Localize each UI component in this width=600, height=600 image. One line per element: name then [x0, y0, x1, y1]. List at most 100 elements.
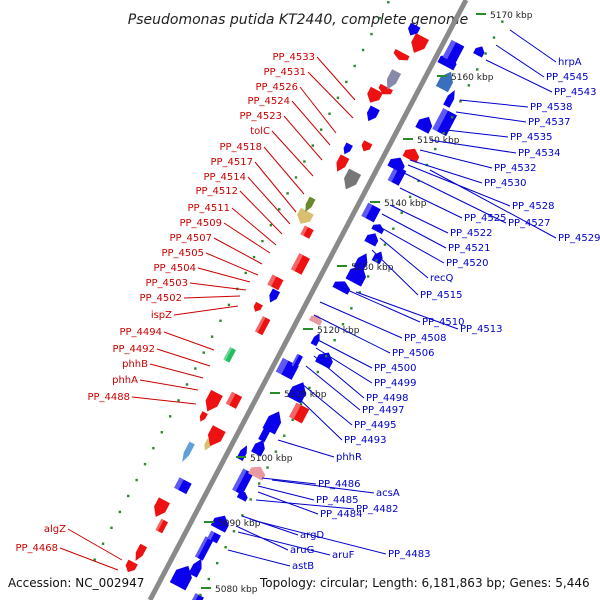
- track-dot: [484, 52, 487, 55]
- track-dot: [241, 514, 244, 517]
- track-dot: [194, 367, 197, 370]
- track-dot: [93, 558, 96, 561]
- gene-label-left[interactable]: PP_4488: [87, 392, 130, 403]
- gene-label-right[interactable]: PP_4532: [494, 163, 537, 174]
- gene-label-right[interactable]: PP_4508: [404, 333, 447, 344]
- gene-feature: [267, 274, 284, 291]
- gene-label-right[interactable]: aruF: [332, 550, 355, 561]
- gene-label-left[interactable]: PP_4518: [219, 142, 262, 153]
- label-leader: [371, 249, 419, 296]
- gene-feature: [393, 49, 410, 61]
- gene-feature: [378, 83, 393, 95]
- gene-label-right[interactable]: PP_4522: [450, 228, 493, 239]
- gene-label-right[interactable]: phhR: [336, 452, 362, 463]
- gene-label-right[interactable]: PP_4528: [512, 201, 555, 212]
- gene-label-right[interactable]: PP_4485: [316, 495, 359, 506]
- gene-label-right[interactable]: acsA: [376, 488, 400, 499]
- gene-label-left[interactable]: PP_4526: [255, 82, 298, 93]
- gene-label-right[interactable]: PP_4520: [446, 258, 489, 269]
- gene-label-left[interactable]: PP_4511: [187, 203, 230, 214]
- gene-feature: [174, 477, 192, 495]
- gene-label-left[interactable]: PP_4468: [15, 543, 58, 554]
- label-leader: [307, 71, 354, 119]
- label-leader: [261, 477, 317, 485]
- gene-feature: [290, 253, 310, 275]
- gene-feature: [194, 536, 214, 561]
- track-dot: [476, 68, 479, 71]
- gene-label-right[interactable]: aruG: [290, 545, 314, 556]
- gene-label-right[interactable]: PP_4515: [420, 290, 463, 301]
- gene-label-right[interactable]: PP_4543: [554, 87, 597, 98]
- label-leader: [271, 479, 375, 494]
- gene-feature: [305, 196, 316, 212]
- gene-label-right[interactable]: PP_4525: [464, 213, 507, 224]
- gene-label-left[interactable]: phhB: [122, 359, 148, 370]
- gene-feature: [236, 491, 248, 502]
- gene-label-left[interactable]: PP_4533: [272, 52, 315, 63]
- gene-label-left[interactable]: phhA: [112, 375, 138, 386]
- label-leader: [257, 485, 315, 501]
- gene-label-left[interactable]: PP_4517: [210, 157, 253, 168]
- gene-label-left[interactable]: PP_4492: [112, 344, 155, 355]
- track-dot: [177, 399, 180, 402]
- gene-label-left[interactable]: ispZ: [151, 310, 172, 321]
- gene-label-left[interactable]: PP_4494: [119, 327, 162, 338]
- gene-label-right[interactable]: PP_4529: [558, 233, 600, 244]
- track-dot: [303, 160, 306, 163]
- gene-label-left[interactable]: PP_4509: [179, 218, 222, 229]
- gene-label-right[interactable]: PP_4506: [392, 348, 435, 359]
- track-dot: [345, 80, 348, 84]
- label-leader: [459, 99, 529, 108]
- gene-label-right[interactable]: PP_4537: [528, 117, 571, 128]
- gene-label-right[interactable]: PP_4538: [530, 102, 573, 113]
- gene-label-left[interactable]: PP_4505: [161, 248, 204, 259]
- gene-label-left[interactable]: PP_4523: [239, 111, 282, 122]
- label-leader: [251, 519, 387, 555]
- gene-label-right[interactable]: hrpA: [558, 57, 582, 68]
- kbp-label: 5100 kbp: [250, 454, 293, 464]
- kbp-label: 5140 kbp: [384, 199, 427, 209]
- gene-label-left[interactable]: PP_4514: [203, 172, 246, 183]
- gene-features: [125, 22, 485, 600]
- gene-label-right[interactable]: PP_4545: [546, 72, 589, 83]
- gene-label-right[interactable]: astB: [292, 561, 314, 572]
- gene-label-right[interactable]: PP_4521: [448, 243, 491, 254]
- gene-label-right[interactable]: PP_4499: [374, 378, 417, 389]
- gene-feature: [442, 39, 465, 64]
- gene-label-right[interactable]: recQ: [430, 273, 454, 284]
- gene-feature: [473, 46, 485, 58]
- gene-label-left[interactable]: tolC: [250, 126, 270, 137]
- gene-label-left[interactable]: PP_4503: [145, 278, 188, 289]
- gene-feature: [386, 69, 402, 90]
- gene-label-right[interactable]: PP_4513: [460, 324, 503, 335]
- gene-feature: [432, 108, 458, 137]
- gene-label-left[interactable]: PP_4504: [153, 263, 196, 274]
- gene-label-right[interactable]: PP_4535: [510, 132, 553, 143]
- gene-label-left[interactable]: PP_4512: [195, 186, 238, 197]
- gene-label-right[interactable]: PP_4498: [366, 393, 409, 404]
- gene-label-right[interactable]: PP_4500: [374, 363, 417, 374]
- gene-label-right[interactable]: PP_4534: [518, 148, 561, 159]
- gene-label-left[interactable]: PP_4502: [139, 293, 182, 304]
- gene-label-right[interactable]: PP_4483: [388, 549, 431, 560]
- gene-label-left[interactable]: PP_4531: [263, 67, 306, 78]
- gene-feature: [364, 233, 379, 247]
- gene-label-right[interactable]: PP_4482: [356, 504, 399, 515]
- label-leader: [299, 86, 337, 134]
- gene-label-left[interactable]: PP_4524: [247, 96, 290, 107]
- gene-label-right[interactable]: PP_4530: [484, 178, 527, 189]
- gene-label-left[interactable]: algZ: [44, 524, 66, 535]
- gene-label-right[interactable]: PP_4497: [362, 405, 405, 416]
- track-dot: [336, 96, 340, 100]
- gene-label-right[interactable]: PP_4484: [320, 509, 363, 520]
- track-dot: [266, 466, 269, 469]
- genome-axis: [93, 0, 504, 600]
- gene-label-right[interactable]: PP_4495: [354, 420, 397, 431]
- gene-label-right[interactable]: PP_4486: [318, 479, 361, 490]
- gene-label-left[interactable]: PP_4507: [169, 233, 212, 244]
- gene-label-right[interactable]: PP_4493: [344, 435, 387, 446]
- label-leader: [149, 363, 204, 379]
- track-dot: [224, 546, 227, 549]
- gene-label-right[interactable]: PP_4510: [422, 317, 465, 328]
- label-leader: [301, 383, 353, 426]
